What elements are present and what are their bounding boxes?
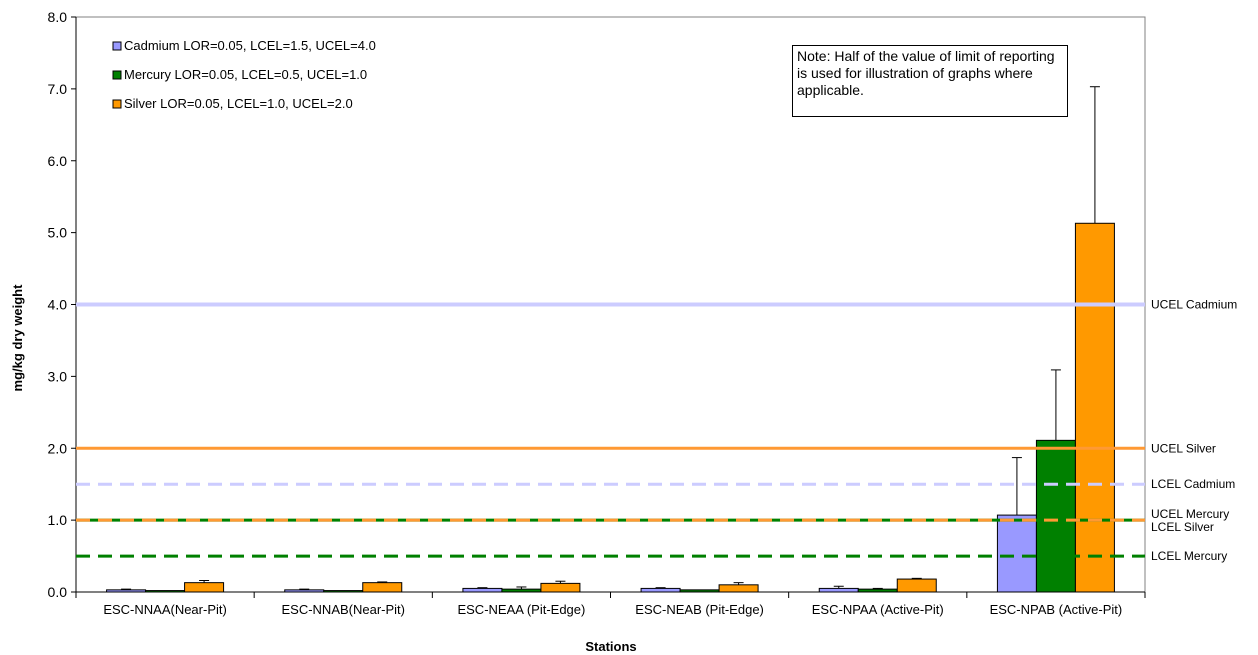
bar [501,588,542,593]
reference-line-label: UCEL Cadmium [1151,298,1237,312]
bar [1035,439,1076,593]
y-tick-label: 6.0 [48,153,68,169]
legend-swatch [112,99,122,109]
x-tick-label: ESC-NPAB (Active-Pit) [990,602,1123,617]
reference-line-label: LCEL Mercury [1151,549,1227,563]
x-tick-label: ESC-NEAA (Pit-Edge) [457,602,585,617]
y-axis-title: mg/kg dry weight [10,284,25,392]
bar [145,590,186,593]
bar [106,589,147,593]
bar [818,587,859,593]
y-tick-label: 5.0 [48,225,68,241]
bar [996,514,1037,593]
reference-line-label: UCEL Silver [1151,441,1216,455]
legend-swatch [112,41,122,51]
bar [284,589,325,593]
legend-swatch [112,70,122,80]
bar [323,590,364,593]
legend-label: Cadmium LOR=0.05, LCEL=1.5, UCEL=4.0 [124,38,376,53]
y-tick-label: 1.0 [48,512,68,528]
reference-line-label: LCEL Cadmium [1151,477,1235,491]
bar [540,582,581,593]
bar [679,589,720,593]
y-tick-label: 3.0 [48,368,68,384]
note-annotation: Note: Half of the value of limit of repo… [792,45,1068,117]
bar [184,582,225,593]
x-axis-title: Stations [585,639,636,654]
y-tick-label: 0.0 [48,584,68,600]
reference-line-label: LCEL Silver [1151,520,1214,534]
y-tick-label: 2.0 [48,440,68,456]
bar [462,587,503,593]
x-tick-label: ESC-NNAA(Near-Pit) [103,602,227,617]
bar [640,587,681,593]
x-tick-label: ESC-NPAA (Active-Pit) [812,602,944,617]
y-tick-label: 7.0 [48,81,68,97]
bar [896,578,937,593]
bar [718,584,759,593]
y-tick-label: 4.0 [48,297,68,313]
x-tick-label: ESC-NEAB (Pit-Edge) [635,602,764,617]
reference-line-label: UCEL Mercury [1151,507,1229,521]
x-tick-label: ESC-NNAB(Near-Pit) [281,602,405,617]
bar [362,582,403,593]
bar [1074,222,1115,593]
bar [857,588,898,593]
legend-label: Silver LOR=0.05, LCEL=1.0, UCEL=2.0 [124,96,353,111]
y-tick-label: 8.0 [48,9,68,25]
legend-label: Mercury LOR=0.05, LCEL=0.5, UCEL=1.0 [124,67,367,82]
